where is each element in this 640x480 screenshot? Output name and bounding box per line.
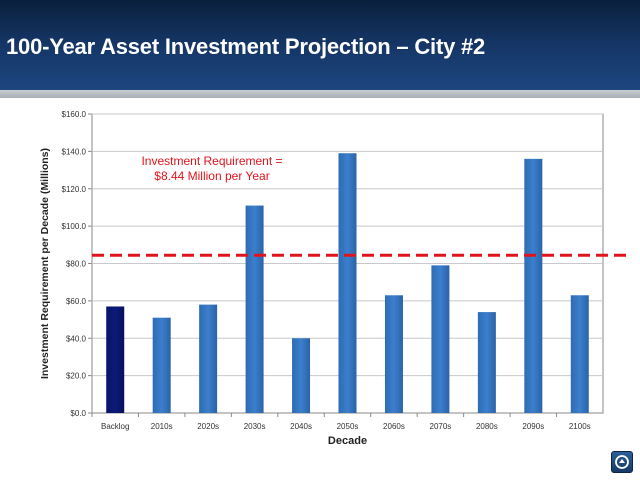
y-tick-label: $40.0 xyxy=(66,334,87,343)
x-tick-label: 2070s xyxy=(430,422,452,431)
x-tick-label: 2040s xyxy=(290,422,312,431)
bar xyxy=(570,295,589,413)
y-tick-label: $20.0 xyxy=(66,372,87,381)
bar xyxy=(292,338,311,413)
x-tick-label: 2090s xyxy=(522,422,544,431)
header-divider xyxy=(0,90,640,98)
requirement-annotation: Investment Requirement = xyxy=(141,154,282,168)
slide-title: 100-Year Asset Investment Projection – C… xyxy=(6,34,486,59)
x-tick-label: 2020s xyxy=(197,422,219,431)
y-axis-title: Investment Requirement per Decade (Milli… xyxy=(39,148,51,379)
bar xyxy=(477,312,496,413)
x-tick-label: 2010s xyxy=(151,422,173,431)
bar-chart: $0.0 $20.0 $40.0 $60.0 $80.0 $100.0 $120.0 $140… xyxy=(39,110,632,447)
bar xyxy=(524,158,543,413)
bar xyxy=(384,295,403,413)
bar xyxy=(431,265,450,413)
x-tick-label: 2030s xyxy=(244,422,266,431)
y-tick-label: $160.0 xyxy=(62,110,87,119)
bar xyxy=(106,306,125,413)
y-tick-label: $140.0 xyxy=(62,147,87,156)
y-tick-label: $60.0 xyxy=(66,297,87,306)
y-tick-label: $120.0 xyxy=(62,185,87,194)
bar xyxy=(199,304,218,413)
bar xyxy=(338,153,357,413)
bar xyxy=(152,317,171,413)
x-tick-label: 2050s xyxy=(337,422,359,431)
x-tick-label: 2100s xyxy=(569,422,591,431)
y-tick-label: $80.0 xyxy=(66,260,87,269)
x-tick-label: 2060s xyxy=(383,422,405,431)
slide-header: 100-Year Asset Investment Projection – C… xyxy=(0,0,640,90)
x-tick-label: Backlog xyxy=(101,422,129,431)
y-tick-label: $100.0 xyxy=(62,222,87,231)
y-tick-label: $0.0 xyxy=(70,409,86,418)
x-axis-title: Decade xyxy=(328,435,367,447)
agency-logo-icon xyxy=(611,451,633,473)
x-tick-label: 2080s xyxy=(476,422,498,431)
requirement-annotation: $8.44 Million per Year xyxy=(154,169,269,183)
bar xyxy=(245,205,264,413)
